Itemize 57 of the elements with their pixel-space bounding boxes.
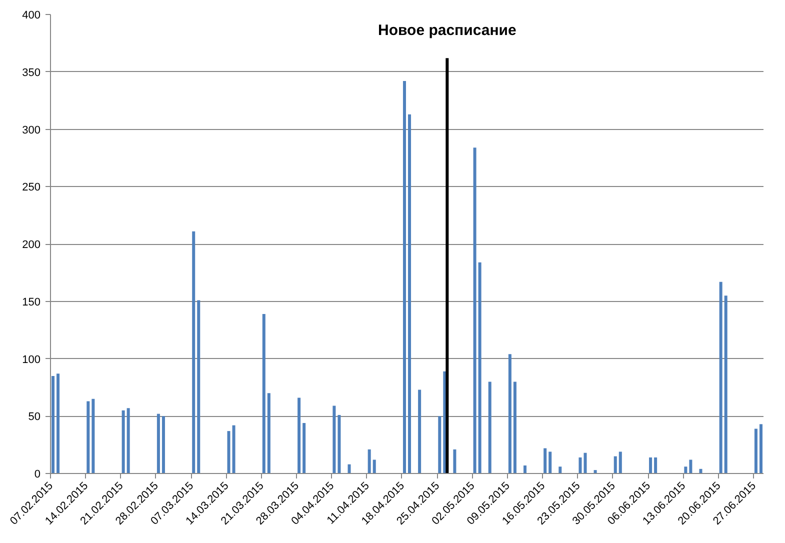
bar [578, 457, 582, 474]
bar [267, 393, 270, 474]
bar [368, 449, 371, 474]
y-tick-label: 50 [28, 411, 41, 424]
bar [754, 428, 758, 474]
bar [197, 300, 200, 474]
y-tick-label: 300 [22, 124, 41, 136]
bar [122, 410, 125, 474]
bar [298, 398, 301, 474]
bar [488, 382, 492, 474]
bar [418, 390, 422, 474]
bar [126, 408, 130, 474]
bar [232, 425, 236, 474]
bar [618, 452, 622, 474]
y-tick-label: 150 [22, 296, 41, 308]
bar [162, 416, 165, 474]
y-tick-label: 200 [22, 239, 41, 251]
bar [548, 452, 552, 474]
bar [332, 406, 336, 474]
bar [513, 382, 516, 474]
bar [262, 314, 266, 474]
bar [227, 431, 230, 474]
bar [649, 457, 652, 474]
bar [192, 231, 196, 474]
bar [372, 460, 376, 474]
bar [544, 448, 547, 474]
y-tick-label: 250 [22, 182, 41, 194]
bar [478, 262, 482, 474]
y-tick-label: 350 [22, 66, 41, 79]
bar [508, 354, 512, 474]
y-tick-label: 100 [22, 354, 41, 366]
bar [438, 416, 442, 474]
bar [348, 464, 351, 474]
bar [759, 424, 762, 474]
bar [338, 414, 341, 474]
bar [302, 423, 306, 474]
bar [584, 452, 587, 474]
bar [523, 465, 527, 474]
bar [156, 414, 160, 474]
bar [402, 81, 406, 474]
bar [719, 282, 722, 474]
bar [558, 466, 562, 474]
y-tick-label: 0 [34, 468, 41, 480]
bar [689, 460, 692, 474]
bar [52, 376, 55, 474]
y-tick-label: 400 [22, 10, 41, 22]
bar [92, 398, 95, 474]
bar [86, 401, 90, 474]
bar [408, 114, 412, 474]
bar [724, 296, 728, 474]
bar [614, 456, 617, 474]
bar [654, 457, 658, 474]
bar [56, 374, 60, 474]
bar [473, 148, 476, 474]
bar [453, 449, 456, 474]
bar [684, 466, 688, 474]
ref-line-label: Новое расписание [378, 22, 516, 40]
